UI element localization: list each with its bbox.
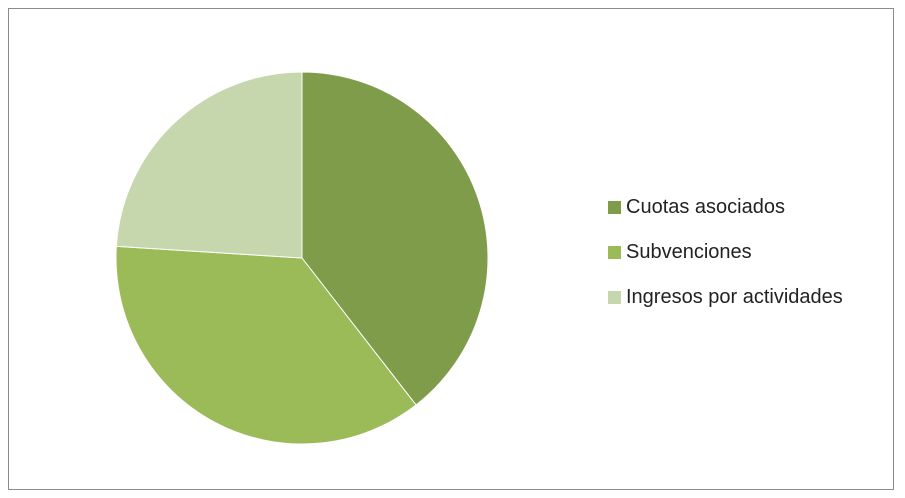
legend: Cuotas asociados Subvenciones Ingresos p… xyxy=(608,196,843,331)
legend-item-cuotas-asociados: Cuotas asociados xyxy=(608,196,843,218)
legend-label: Subvenciones xyxy=(626,241,752,263)
pie-slice-cuotas-asociados xyxy=(301,71,489,406)
legend-swatch-subvenciones xyxy=(608,245,621,259)
legend-swatch-cuotas-asociados xyxy=(608,200,621,214)
pie-slices xyxy=(115,71,489,445)
legend-label: Cuotas asociados xyxy=(626,196,785,218)
legend-item-subvenciones: Subvenciones xyxy=(608,241,843,263)
pie-slice-ingresos-por-actividades xyxy=(115,71,303,259)
legend-item-ingresos-por-actividades: Ingresos por actividades xyxy=(608,286,843,308)
pie-slice-subvenciones xyxy=(115,245,417,445)
legend-label: Ingresos por actividades xyxy=(626,286,843,308)
legend-swatch-ingresos-por-actividades xyxy=(608,290,621,304)
